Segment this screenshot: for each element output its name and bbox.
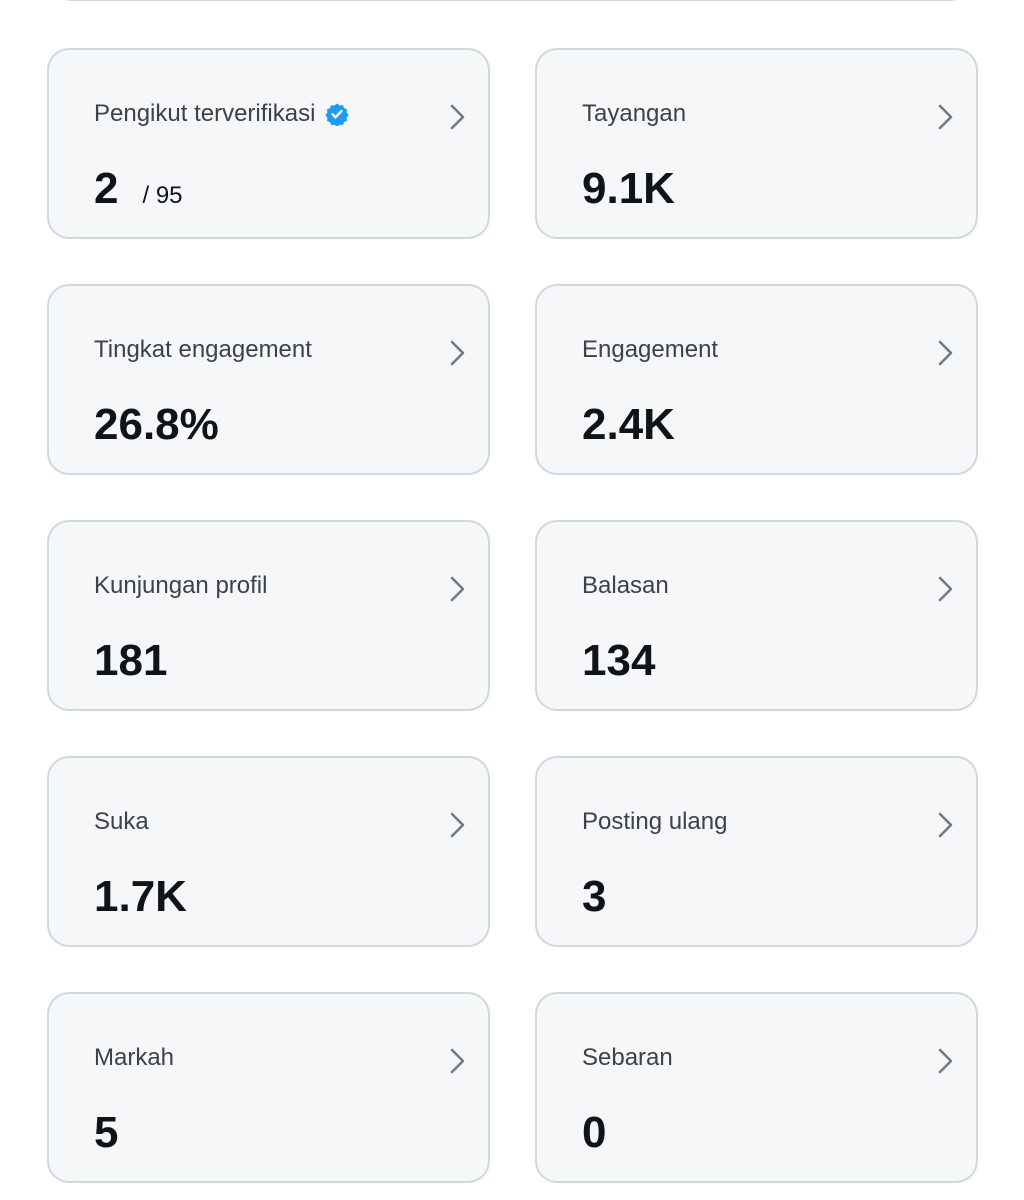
stat-value-row: 3 <box>582 872 606 922</box>
stat-value: 181 <box>94 636 168 685</box>
stat-value: 26.8% <box>94 400 219 449</box>
stat-label-row: Markah <box>94 1044 174 1072</box>
stats-grid: Pengikut terverifikasi 2/ 95 Tayangan 9.1K T… <box>47 48 978 1183</box>
stat-label: Pengikut terverifikasi <box>94 100 316 127</box>
stat-card[interactable]: Tayangan 9.1K <box>535 48 978 239</box>
stat-value-row: 5 <box>94 1108 118 1158</box>
stat-label: Suka <box>94 808 149 835</box>
stat-card[interactable]: Sebaran 0 <box>535 992 978 1183</box>
stat-value: 134 <box>582 636 656 685</box>
stat-label-row: Suka <box>94 808 149 836</box>
stat-value: 0 <box>582 1108 607 1157</box>
chevron-right <box>938 576 953 602</box>
stat-label: Tingkat engagement <box>94 336 312 363</box>
chevron-right <box>450 812 465 838</box>
stat-value: 1.7K <box>94 872 187 921</box>
verified-badge <box>325 103 350 126</box>
stat-label-row: Kunjungan profil <box>94 572 267 600</box>
stat-label-row: Tingkat engagement <box>94 336 312 364</box>
stat-value-row: 0 <box>582 1108 606 1158</box>
stat-value: 2.4K <box>582 400 675 449</box>
stat-card[interactable]: Pengikut terverifikasi 2 / 95 <box>47 48 490 239</box>
stat-card[interactable]: Posting ulang 3 <box>535 756 978 947</box>
stat-value-row: 2 / 95 <box>94 164 183 214</box>
stat-value-row: 26.8% <box>94 400 219 450</box>
stat-label-row: Tayangan <box>582 100 686 128</box>
stat-card[interactable]: Tingkat engagement 26.8% <box>47 284 490 475</box>
stat-label: Posting ulang <box>582 808 728 835</box>
stat-label-row: Sebaran <box>582 1044 673 1072</box>
stat-value-row: 134 <box>582 636 655 686</box>
stat-value-row: 2.4K <box>582 400 675 450</box>
chevron-right <box>938 1048 953 1074</box>
stat-label-row: Balasan <box>582 572 669 600</box>
chevron-right <box>938 104 953 130</box>
stat-value-row: 1.7K <box>94 872 187 922</box>
stat-card[interactable]: Balasan 134 <box>535 520 978 711</box>
stat-value-row: 9.1K <box>582 164 675 214</box>
chevron-right <box>450 1048 465 1074</box>
stat-label: Kunjungan profil <box>94 572 268 599</box>
stat-value: 2 <box>94 164 119 213</box>
stat-label: Markah <box>94 1044 175 1071</box>
stat-card[interactable]: Kunjungan profil 181 <box>47 520 490 711</box>
stat-card[interactable]: Suka 1.7K <box>47 756 490 947</box>
stat-label: Sebaran <box>582 1044 673 1071</box>
previous-card <box>48 0 974 1</box>
stat-label-row: Engagement <box>582 336 718 364</box>
chevron-right <box>938 812 953 838</box>
stat-label: Engagement <box>582 336 719 363</box>
stat-value: 3 <box>582 872 607 921</box>
chevron-right <box>938 340 953 366</box>
stat-total: / 95 <box>142 182 183 209</box>
chevron-right <box>450 340 465 366</box>
chevron-right <box>450 104 465 130</box>
stat-card[interactable]: Engagement 2.4K <box>535 284 978 475</box>
stat-value: 5 <box>94 1108 119 1157</box>
stat-label: Balasan <box>582 572 669 599</box>
stat-value: 9.1K <box>582 164 675 213</box>
stat-label-row: Pengikut terverifikasi <box>94 100 350 128</box>
stat-label: Tayangan <box>582 100 687 127</box>
stat-card[interactable]: Markah 5 <box>47 992 490 1183</box>
stat-label-row: Posting ulang <box>582 808 727 836</box>
chevron-right <box>450 576 465 602</box>
stat-value-row: 181 <box>94 636 167 686</box>
